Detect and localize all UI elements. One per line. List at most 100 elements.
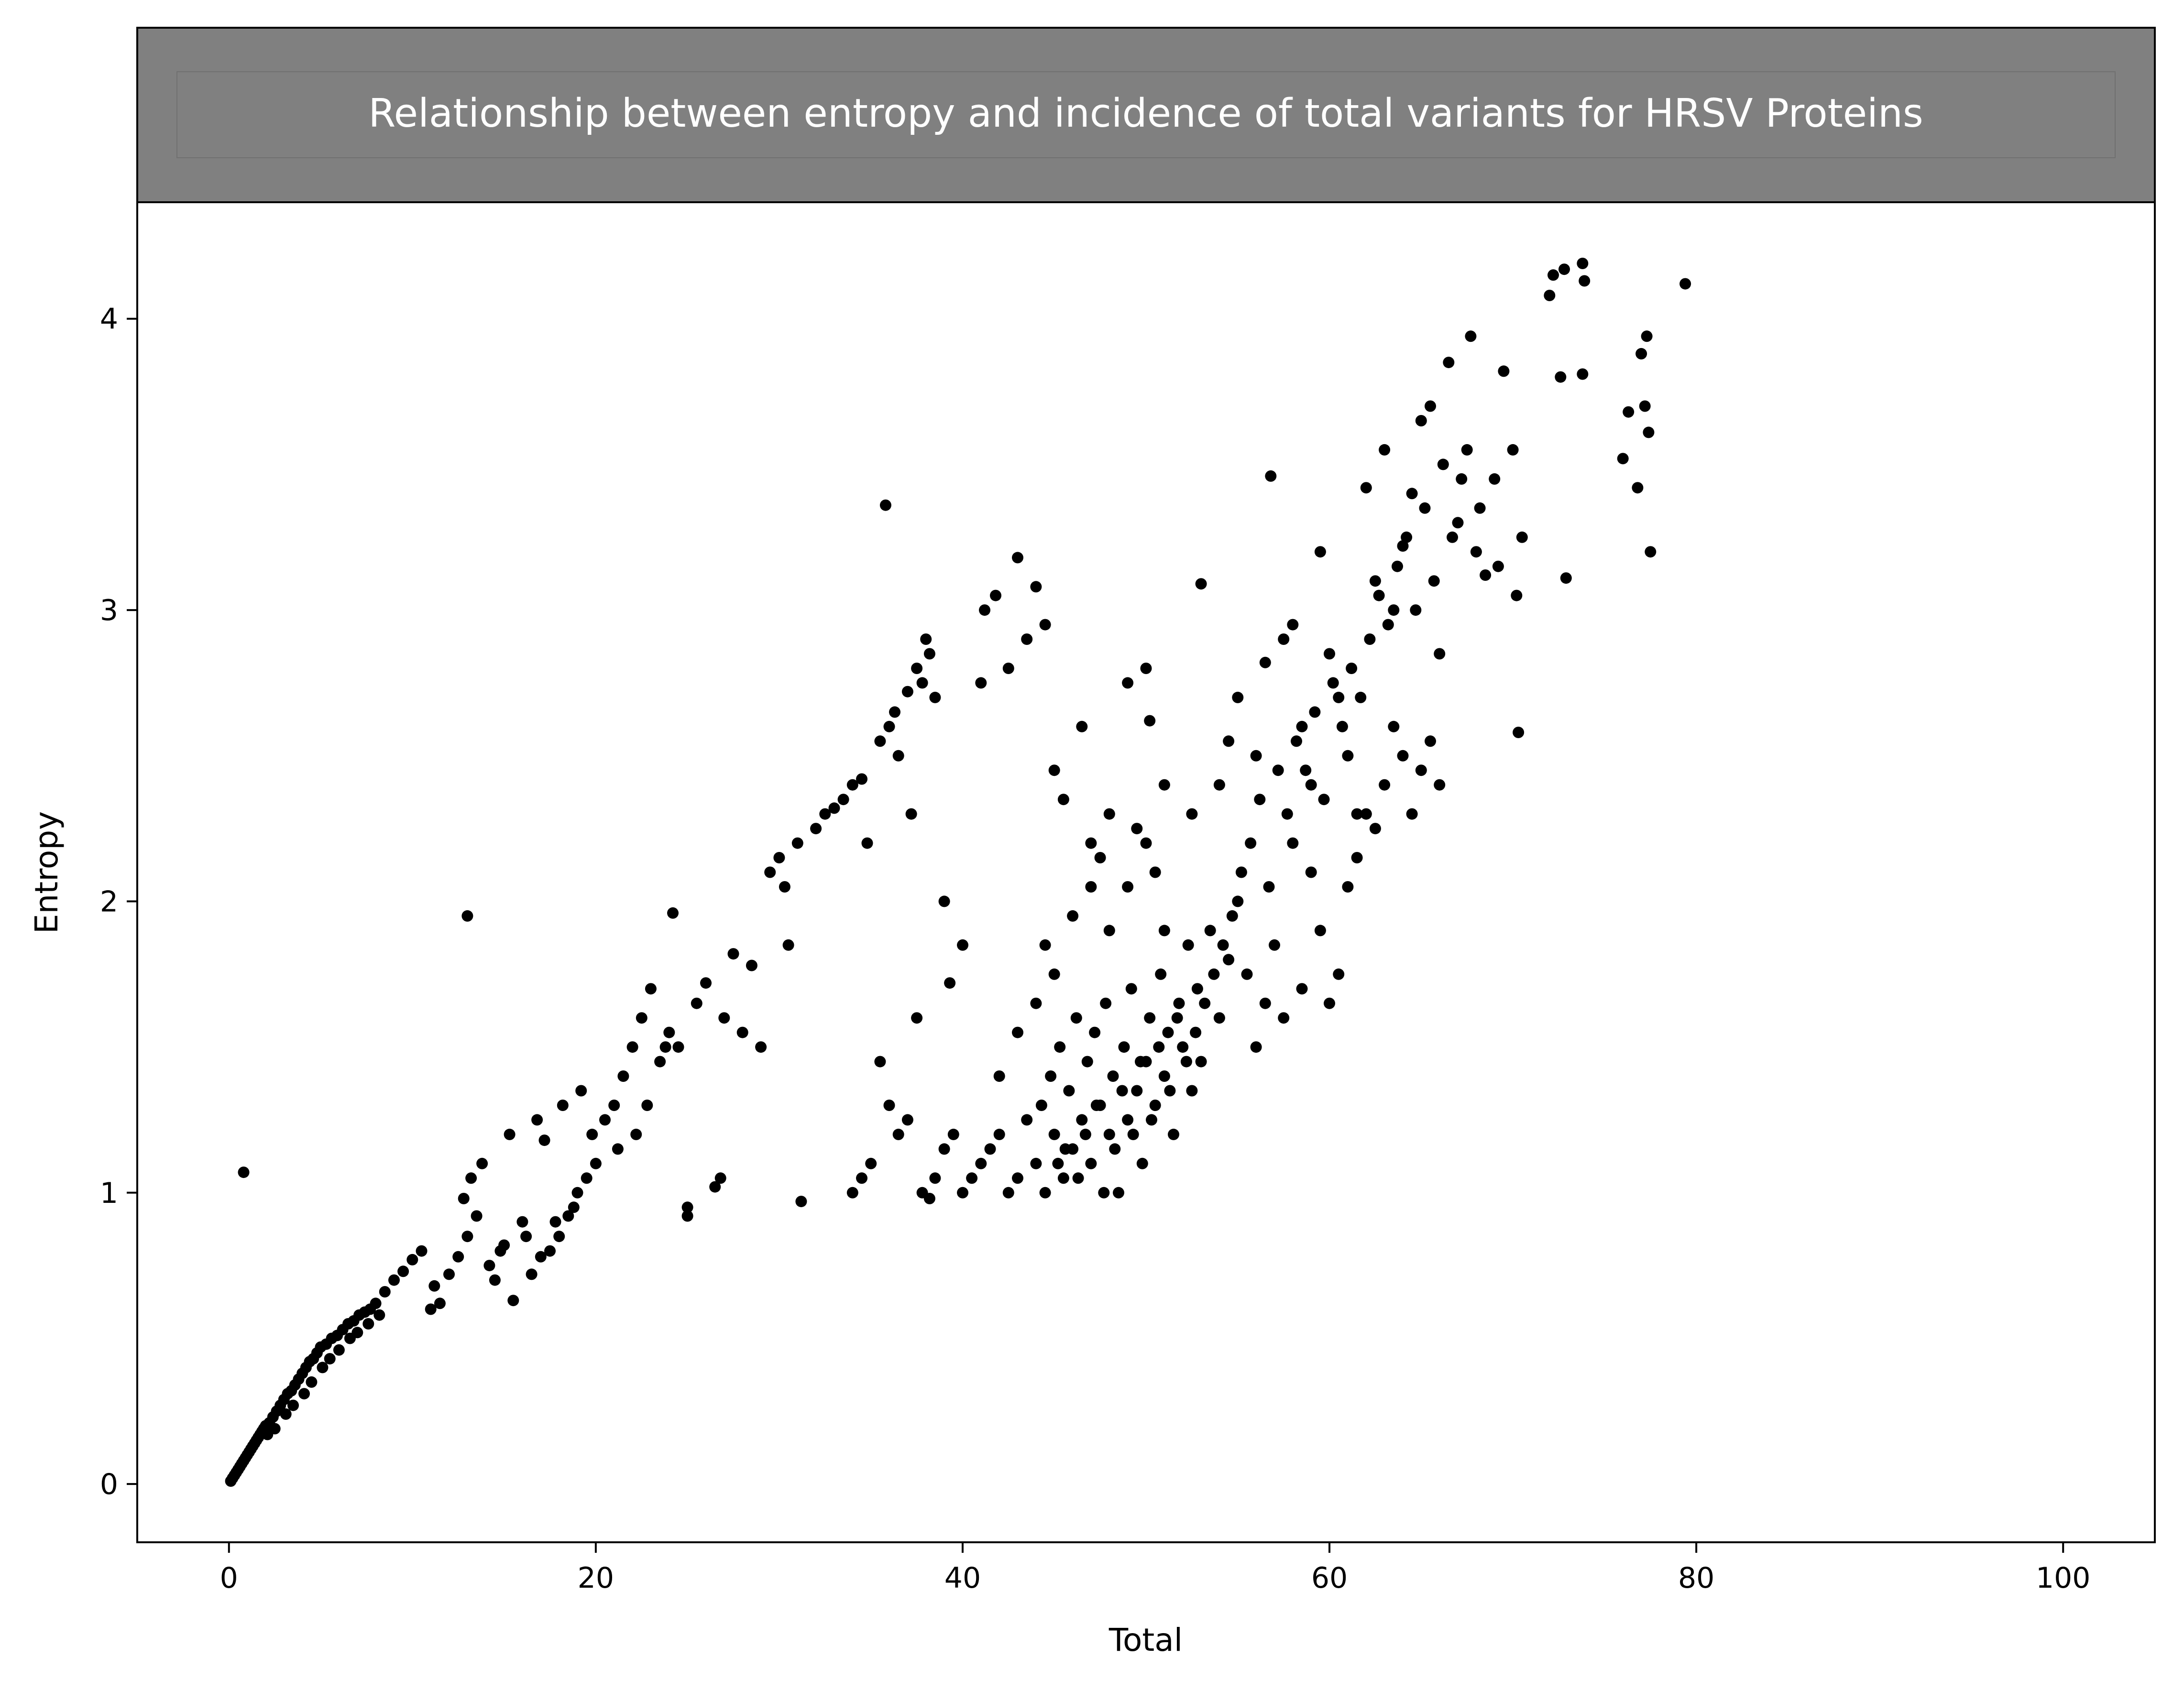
data-point bbox=[1635, 348, 1647, 360]
data-point bbox=[1190, 1026, 1202, 1038]
data-point bbox=[1346, 663, 1358, 674]
data-point bbox=[1072, 1172, 1084, 1184]
data-point bbox=[1456, 473, 1468, 485]
data-point bbox=[1030, 1157, 1042, 1169]
data-point bbox=[1291, 735, 1302, 747]
data-point bbox=[324, 1353, 336, 1365]
data-point bbox=[1379, 444, 1391, 456]
data-point bbox=[1318, 794, 1330, 806]
data-point bbox=[1305, 866, 1317, 878]
data-point bbox=[1641, 330, 1653, 342]
data-point bbox=[1296, 983, 1308, 995]
data-point bbox=[306, 1376, 318, 1388]
data-point bbox=[1021, 633, 1033, 645]
data-point bbox=[476, 1157, 488, 1169]
data-point bbox=[1045, 1070, 1057, 1082]
data-point bbox=[1250, 1041, 1262, 1053]
data-point bbox=[1465, 330, 1477, 342]
data-point bbox=[1085, 837, 1097, 849]
data-point bbox=[1259, 997, 1271, 1009]
data-point bbox=[1103, 925, 1115, 937]
data-point bbox=[1171, 1012, 1183, 1024]
data-point bbox=[641, 1100, 653, 1111]
data-point bbox=[1364, 633, 1376, 645]
data-point bbox=[1632, 482, 1644, 494]
data-point bbox=[1369, 823, 1381, 835]
data-point bbox=[1333, 691, 1345, 703]
data-point bbox=[1351, 852, 1363, 863]
data-point bbox=[1195, 578, 1207, 590]
data-point bbox=[280, 1408, 292, 1420]
data-point bbox=[1443, 357, 1455, 369]
data-point bbox=[889, 706, 900, 718]
data-point bbox=[1342, 881, 1354, 893]
data-point bbox=[1235, 866, 1247, 878]
data-point bbox=[1223, 954, 1235, 966]
data-point bbox=[1406, 808, 1418, 820]
data-point bbox=[1437, 458, 1449, 470]
data-point bbox=[975, 677, 987, 689]
data-point bbox=[553, 1231, 565, 1243]
data-point bbox=[489, 1274, 501, 1286]
data-point bbox=[663, 1026, 675, 1038]
data-point bbox=[1002, 1187, 1014, 1199]
data-point bbox=[1425, 735, 1436, 747]
data-point bbox=[1544, 290, 1556, 301]
data-point bbox=[1373, 589, 1385, 601]
data-point bbox=[938, 1143, 950, 1155]
data-point bbox=[1039, 619, 1051, 631]
data-point bbox=[1513, 727, 1525, 738]
x-axis-label: Total bbox=[1108, 1622, 1183, 1658]
data-point bbox=[612, 1143, 624, 1155]
x-tick-label: 100 bbox=[2036, 1561, 2091, 1595]
data-point bbox=[287, 1399, 299, 1411]
data-point bbox=[562, 1210, 574, 1222]
data-point bbox=[1085, 1157, 1097, 1169]
data-point bbox=[1232, 691, 1244, 703]
data-point bbox=[1144, 1012, 1156, 1024]
data-point bbox=[1057, 794, 1069, 806]
data-point bbox=[975, 1157, 987, 1169]
data-point bbox=[1679, 278, 1691, 290]
data-point bbox=[905, 808, 917, 820]
data-point bbox=[531, 1114, 543, 1126]
data-point bbox=[504, 1128, 516, 1140]
data-point bbox=[1122, 881, 1134, 893]
data-point bbox=[1012, 552, 1023, 564]
data-point bbox=[538, 1134, 550, 1146]
data-point bbox=[1039, 939, 1051, 951]
data-point bbox=[1081, 1056, 1093, 1068]
data-point bbox=[1351, 808, 1363, 820]
x-tick-label: 40 bbox=[944, 1561, 981, 1595]
data-point bbox=[1452, 517, 1464, 529]
data-point bbox=[373, 1309, 385, 1321]
data-point bbox=[1428, 575, 1440, 587]
data-point bbox=[434, 1297, 446, 1309]
data-point bbox=[1447, 531, 1458, 543]
data-point bbox=[1577, 258, 1589, 269]
data-point bbox=[1577, 368, 1589, 380]
y-tick-label: 3 bbox=[100, 594, 118, 627]
data-point bbox=[1392, 560, 1403, 572]
data-point bbox=[727, 948, 739, 960]
data-point bbox=[1287, 619, 1299, 631]
data-point bbox=[507, 1295, 519, 1307]
data-point bbox=[599, 1114, 611, 1126]
data-point bbox=[1125, 983, 1137, 995]
data-point bbox=[1173, 997, 1185, 1009]
data-point bbox=[1090, 1100, 1102, 1111]
data-point bbox=[1643, 426, 1655, 438]
data-point bbox=[1153, 1041, 1165, 1053]
data-point bbox=[1388, 604, 1400, 616]
data-point bbox=[406, 1254, 418, 1265]
data-point bbox=[1300, 764, 1312, 776]
data-point bbox=[333, 1344, 345, 1356]
data-point bbox=[571, 1187, 583, 1199]
data-point bbox=[269, 1423, 281, 1435]
data-point bbox=[874, 1056, 886, 1068]
data-point bbox=[1131, 1085, 1143, 1097]
data-point bbox=[581, 1172, 593, 1184]
data-point bbox=[901, 686, 913, 698]
data-point bbox=[1180, 1056, 1192, 1068]
data-point bbox=[461, 910, 473, 922]
